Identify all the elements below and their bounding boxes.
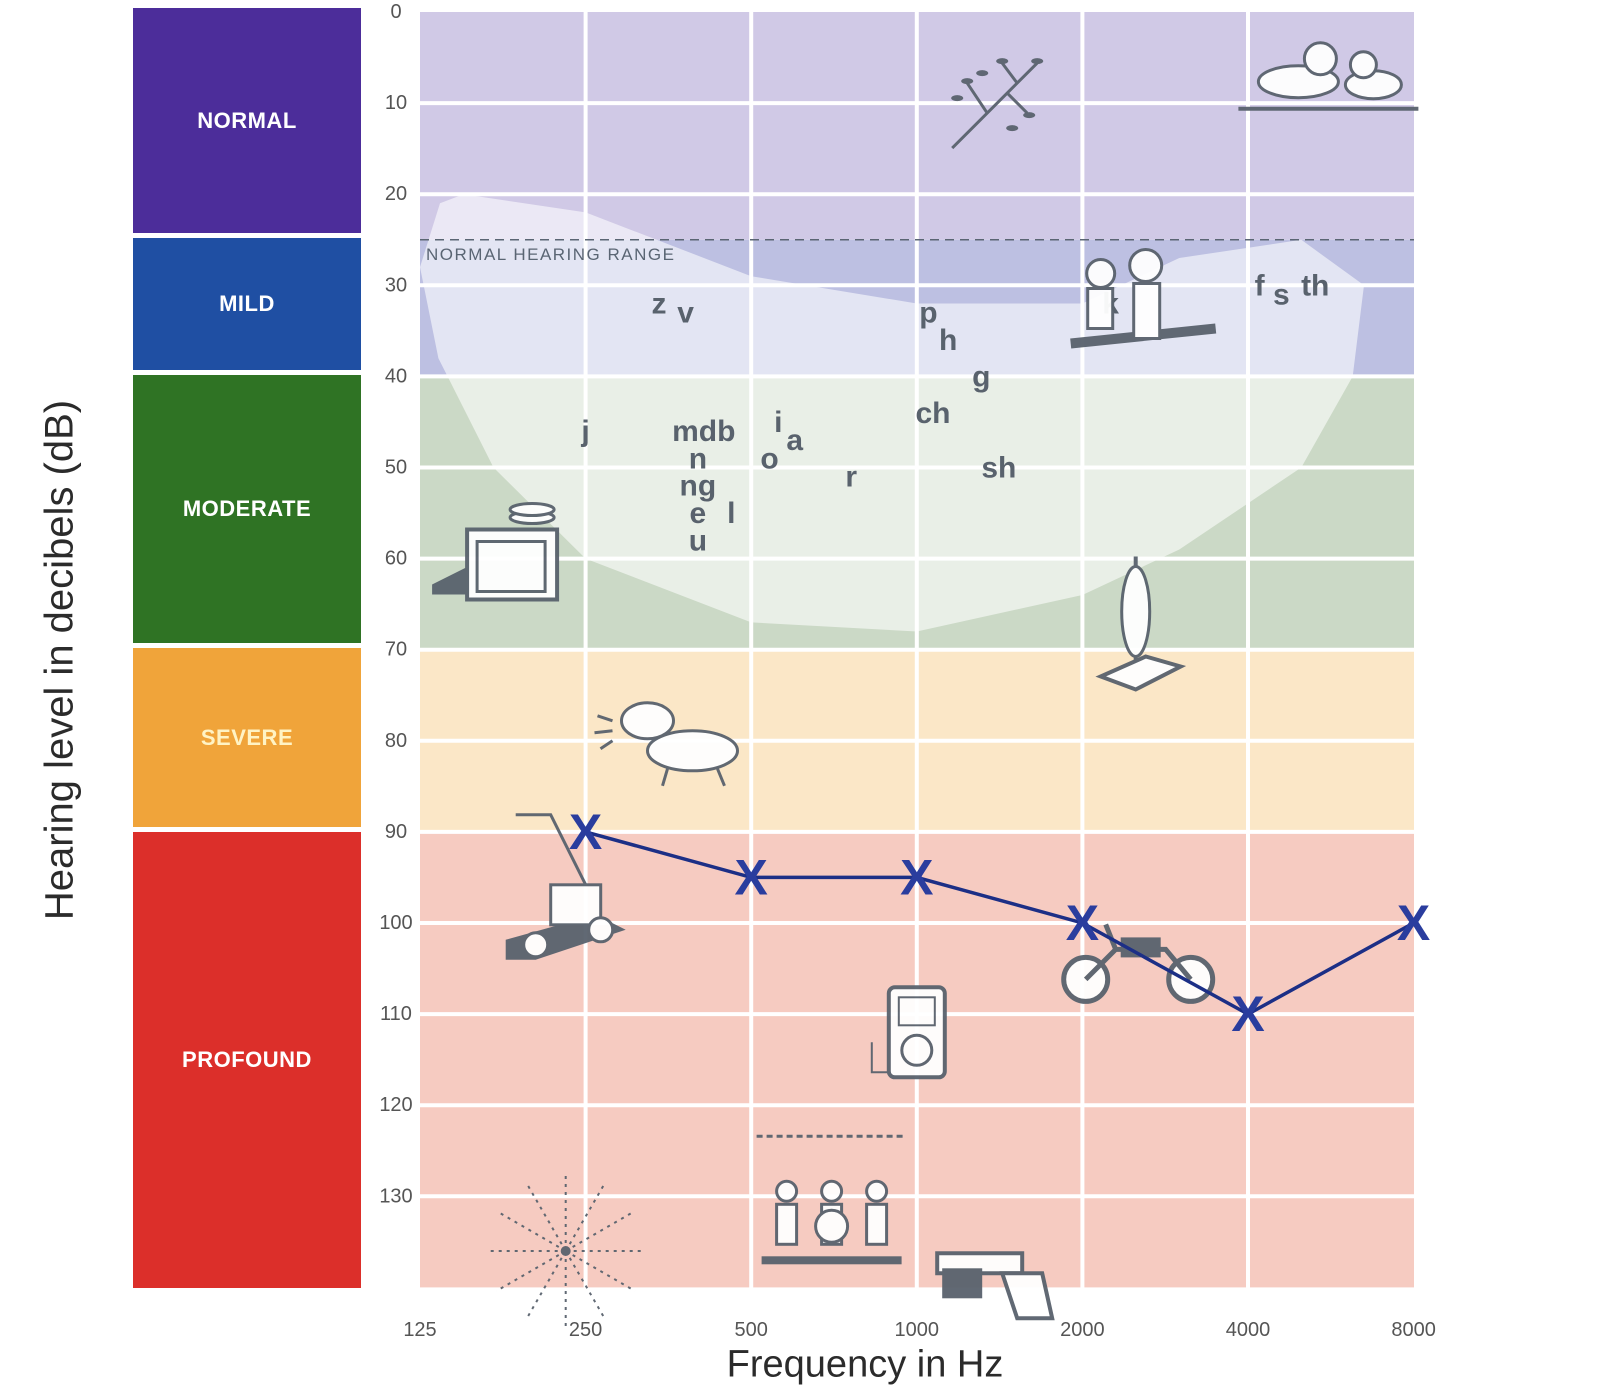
category-normal: NORMAL	[133, 8, 361, 233]
y-tick-label: 100	[379, 912, 412, 934]
y-tick-label: 20	[385, 183, 407, 205]
speech-sound-label: h	[939, 324, 957, 357]
speech-sound-label: z	[652, 288, 667, 321]
x-tick-label: 1000	[895, 1319, 940, 1341]
motorcycle-icon	[1061, 923, 1216, 1004]
y-axis-label: Hearing level in decibels (dB)	[37, 399, 82, 921]
speech-sound-label: u	[689, 524, 707, 557]
speech-sound-label: ch	[915, 397, 950, 430]
data-point-marker: X	[1231, 986, 1264, 1042]
y-tick-label: 30	[385, 274, 407, 296]
music-player-icon	[870, 985, 947, 1080]
x-tick-label: 2000	[1060, 1319, 1105, 1341]
fireworks-icon	[485, 1171, 646, 1331]
x-axis-label: Frequency in Hz	[726, 1343, 1004, 1386]
x-tick-label: 8000	[1391, 1319, 1436, 1341]
data-point-marker: X	[735, 849, 768, 905]
y-tick-label: 110	[380, 1003, 412, 1025]
dishwasher-icon	[432, 502, 560, 602]
speech-banana-area	[420, 194, 1364, 632]
speech-sound-label: f	[1255, 269, 1266, 302]
gun-icon	[935, 1251, 1055, 1321]
speech-sound-label: l	[727, 497, 735, 530]
y-tick-label: 80	[385, 730, 407, 752]
example-sound-icons	[432, 41, 1419, 1331]
x-tick-label: 250	[569, 1319, 602, 1341]
speech-sound-label: e	[690, 497, 707, 530]
y-tick-label: 60	[385, 548, 407, 570]
y-tick-label: 10	[385, 92, 407, 114]
y-tick-label: 40	[385, 365, 407, 387]
data-point-marker: X	[900, 849, 933, 905]
speech-sound-label: g	[972, 360, 990, 393]
normal-hearing-range-label: NORMAL HEARING RANGE	[426, 245, 675, 264]
speech-sound-label: j	[580, 415, 589, 448]
data-point-marker: X	[569, 804, 602, 860]
speech-sound-label: th	[1301, 269, 1329, 302]
category-profound: PROFOUND	[133, 832, 361, 1288]
dog-barking-icon	[594, 701, 739, 787]
speech-sound-label: n	[689, 442, 707, 475]
y-tick-label: 90	[385, 821, 407, 843]
speech-sound-label: p	[919, 297, 937, 330]
data-point-marker: X	[1397, 895, 1430, 951]
speech-sound-label: i	[774, 406, 782, 439]
y-tick-label: 70	[385, 639, 407, 661]
data-point-marker: X	[1066, 895, 1099, 951]
birds-icon	[1238, 41, 1419, 111]
category-moderate: MODERATE	[133, 375, 361, 643]
leaves-icon	[951, 58, 1044, 150]
speech-sound-label: ng	[680, 470, 717, 503]
speech-sound-label: a	[786, 424, 803, 457]
series-line	[585, 830, 1415, 1017]
band-concert-icon	[756, 1134, 907, 1265]
y-tick-label: 120	[379, 1094, 412, 1116]
speech-sound-label: v	[677, 297, 694, 330]
x-tick-label: 125	[403, 1319, 436, 1341]
grid	[420, 12, 1414, 1288]
y-tick-label: 50	[385, 457, 407, 479]
lawn-mower-icon	[505, 813, 626, 960]
speech-sound-label: mdb	[672, 415, 735, 448]
y-tick-label: 130	[379, 1185, 412, 1207]
y-tick-label: 0	[390, 1, 401, 23]
people-talking-icon	[1070, 248, 1217, 349]
x-tick-label: 4000	[1226, 1319, 1271, 1341]
category-mild: MILD	[133, 238, 361, 370]
speech-sound-label: s	[1273, 278, 1290, 311]
vacuum-cleaner-icon	[1095, 556, 1187, 692]
speech-sound-label: sh	[981, 452, 1016, 485]
x-tick-label: 500	[735, 1319, 768, 1341]
speech-sound-label: o	[760, 442, 778, 475]
speech-sounds: zvphkfsthgchjmdbnngeluiaorsh	[580, 269, 1329, 557]
category-severe: SEVERE	[133, 648, 361, 827]
speech-sound-label: r	[845, 461, 857, 494]
